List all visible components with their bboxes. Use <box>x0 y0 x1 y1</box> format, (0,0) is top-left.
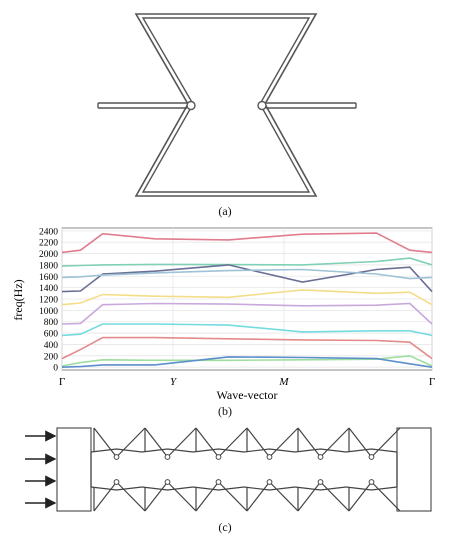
x-tick-label: Γ <box>59 376 65 388</box>
chain-hinge-top <box>215 454 222 460</box>
band-line-10 <box>61 356 433 368</box>
band-line-5 <box>61 289 433 306</box>
chain-hinge-top <box>113 454 120 460</box>
chain-cells <box>90 427 401 512</box>
chain-hinge-top <box>266 454 273 460</box>
caption-a: (a) <box>218 204 232 218</box>
chain-hinge-top <box>368 454 375 460</box>
chain-top-diagonal <box>93 427 146 458</box>
chain-hinge-top <box>317 454 324 460</box>
chain-hinge-top <box>164 454 171 460</box>
right-block <box>396 427 432 512</box>
chain-bottom-diagonal <box>195 481 248 512</box>
chain-bottom-diagonal <box>93 481 146 512</box>
grid-layer <box>61 228 433 370</box>
y-tick-label: 0 <box>53 364 58 374</box>
chain-hinge-bottom <box>317 479 324 485</box>
x-tick-label: Γ <box>429 376 435 388</box>
right-hinge-circle <box>257 100 267 111</box>
y-tick-label: 1000 <box>39 307 58 317</box>
unit-cell-outer-outline <box>134 13 318 197</box>
band-line-1 <box>61 232 433 254</box>
x-tick-label: M <box>278 376 289 388</box>
chain-bottom-zigzag <box>345 486 398 491</box>
metamaterial-chain-diagram <box>25 427 432 512</box>
band-line-6 <box>61 302 433 325</box>
chain-top-diagonal <box>144 427 197 458</box>
chain-hinge-bottom <box>113 479 120 485</box>
chain-hinge-bottom <box>164 479 171 485</box>
left-hinge-circle <box>186 100 196 111</box>
chain-bottom-zigzag <box>90 486 143 491</box>
y-tick-label: 1600 <box>39 273 58 283</box>
band-line-3 <box>61 264 433 293</box>
chain-hinge-bottom <box>368 479 375 485</box>
chain-top-zigzag <box>294 448 347 453</box>
chain-top-zigzag <box>90 448 143 453</box>
series-layer <box>61 232 433 368</box>
chain-bottom-diagonal <box>297 481 350 512</box>
chain-top-zigzag <box>345 448 398 453</box>
x-axis-label: Wave-vector <box>217 388 278 402</box>
y-tick-label: 800 <box>44 318 59 328</box>
y-axis-label: freq(Hz) <box>11 279 25 320</box>
y-tick-label: 1800 <box>39 261 58 271</box>
chain-bottom-zigzag <box>192 486 245 491</box>
chain-top-diagonal <box>297 427 350 458</box>
band-line-8 <box>61 336 433 360</box>
panel-b-band-chart: 0 200 400 600 800 1000 1200 1400 1600 1800 2000 220… <box>0 222 450 424</box>
panel-c-chain: (c) <box>0 424 450 550</box>
y-tick-label: 1400 <box>39 284 58 294</box>
caption-b: (b) <box>218 404 232 418</box>
unit-cell-inner-outline <box>141 17 311 193</box>
chain-top-diagonal <box>246 427 299 458</box>
y-tick-label: 1200 <box>39 296 58 306</box>
chain-top-zigzag <box>192 448 245 453</box>
band-line-9 <box>61 354 433 367</box>
chain-bottom-diagonal <box>246 481 299 512</box>
unit-cell-diagram <box>97 13 357 197</box>
chain-bottom-zigzag <box>243 486 296 491</box>
chain-top-zigzag <box>243 448 296 453</box>
chain-bottom-diagonal <box>348 481 401 512</box>
chain-hinge-bottom <box>215 479 222 485</box>
band-line-7 <box>61 323 433 337</box>
left-block <box>56 427 92 512</box>
y-tick-label: 2000 <box>39 250 58 260</box>
chain-hinge-bottom <box>266 479 273 485</box>
chain-top-diagonal <box>195 427 248 458</box>
chain-bottom-diagonal <box>144 481 197 512</box>
panel-a-unit-cell: (a) <box>0 0 450 222</box>
chain-top-zigzag <box>141 448 194 453</box>
chain-bottom-zigzag <box>141 486 194 491</box>
chain-bottom-zigzag <box>294 486 347 491</box>
caption-c: (c) <box>218 520 232 534</box>
y-tick-label: 2200 <box>39 239 58 249</box>
y-tick-label: 400 <box>44 341 59 351</box>
x-tick-label: Y <box>170 376 178 388</box>
band-line-4 <box>61 268 433 280</box>
y-tick-label: 2400 <box>39 227 58 237</box>
chain-top-diagonal <box>348 427 401 458</box>
y-tick-label: 600 <box>44 330 59 340</box>
y-tick-label: 200 <box>44 352 59 362</box>
